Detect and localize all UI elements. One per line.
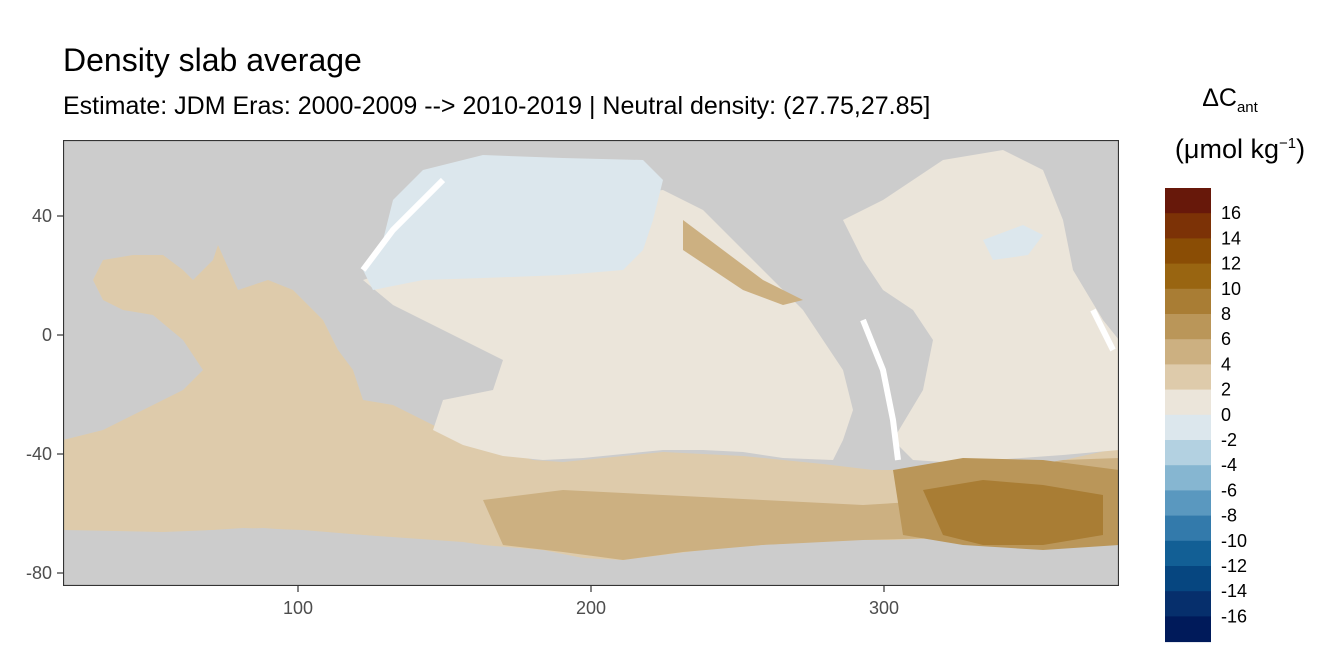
south-atlantic-strong: [923, 480, 1103, 545]
map-title: Density slab average: [63, 42, 362, 78]
legend-swatch: [1165, 490, 1211, 517]
legend-swatch: [1165, 339, 1211, 365]
legend-label: 16: [1221, 203, 1241, 223]
legend-swatch: [1165, 414, 1211, 441]
x-tick-label-100: 100: [283, 598, 313, 618]
legend-swatch: [1165, 314, 1211, 340]
legend-label: 8: [1221, 304, 1231, 324]
coastline-fringe-north-pacific: [360, 177, 446, 272]
legend-label: 0: [1221, 405, 1231, 425]
legend-label: 14: [1221, 228, 1241, 248]
x-tick-label-300: 300: [869, 598, 899, 618]
north-atlantic-negative: [983, 225, 1043, 260]
legend-title: ΔCant: [1150, 84, 1310, 116]
legend-label: -14: [1221, 581, 1247, 601]
legend-label: 6: [1221, 329, 1231, 349]
legend-label: -6: [1221, 480, 1237, 500]
atlantic-ocean: [843, 150, 1119, 462]
legend-swatch: [1165, 515, 1211, 542]
indian-southern-ocean: [63, 245, 1119, 560]
legend-swatch: [1165, 213, 1211, 239]
legend-swatch: [1165, 540, 1211, 567]
legend-label: 2: [1221, 380, 1231, 400]
legend-swatch: [1165, 238, 1211, 265]
legend-title-subscript: ant: [1236, 99, 1258, 116]
legend-swatch: [1165, 263, 1211, 290]
legend-title-symbol: ΔC: [1202, 84, 1237, 112]
y-tick-label-minus80: -80: [26, 563, 52, 583]
y-tick-label-40: 40: [32, 206, 52, 226]
legend-swatch: [1165, 288, 1211, 315]
legend-label: 12: [1221, 254, 1241, 274]
map-panel-border: [63, 140, 1119, 586]
map-panel: [63, 140, 1119, 586]
legend-swatch: [1165, 566, 1211, 592]
map-subtitle: Estimate: JDM Eras: 2000-2009 --> 2010-2…: [63, 92, 931, 120]
legend-unit: (μmol kg−1): [1150, 134, 1330, 165]
legend-swatch: [1165, 465, 1211, 491]
legend-label: -4: [1221, 455, 1237, 475]
legend-swatch: [1165, 364, 1211, 391]
y-tick-label-0: 0: [42, 325, 52, 345]
legend-label: 4: [1221, 354, 1231, 374]
eastern-pacific-band: [683, 220, 803, 305]
antarctica: [63, 528, 1119, 586]
map-canvas: [63, 140, 1119, 586]
legend-unit-superscript: −1: [1278, 135, 1297, 152]
legend-swatch: [1165, 440, 1211, 466]
legend-label: -2: [1221, 430, 1237, 450]
legend-label: -10: [1221, 531, 1247, 551]
coastline-fringe-south-america: [860, 318, 901, 461]
legend-swatch: [1165, 389, 1211, 416]
legend-label: 10: [1221, 279, 1241, 299]
legend-swatch: [1165, 591, 1211, 617]
x-tick-label-200: 200: [576, 598, 606, 618]
legend-swatch: [1165, 188, 1211, 214]
legend-unit-suffix: ): [1296, 134, 1306, 164]
legend-label: -16: [1221, 606, 1247, 626]
coastline-fringe-africa: [1090, 308, 1116, 352]
legend-label: -8: [1221, 506, 1237, 526]
legend-unit-prefix: (μmol kg: [1174, 134, 1279, 164]
legend-swatch: [1165, 616, 1211, 643]
legend-label: -12: [1221, 556, 1247, 576]
y-tick-label-minus40: -40: [26, 444, 52, 464]
